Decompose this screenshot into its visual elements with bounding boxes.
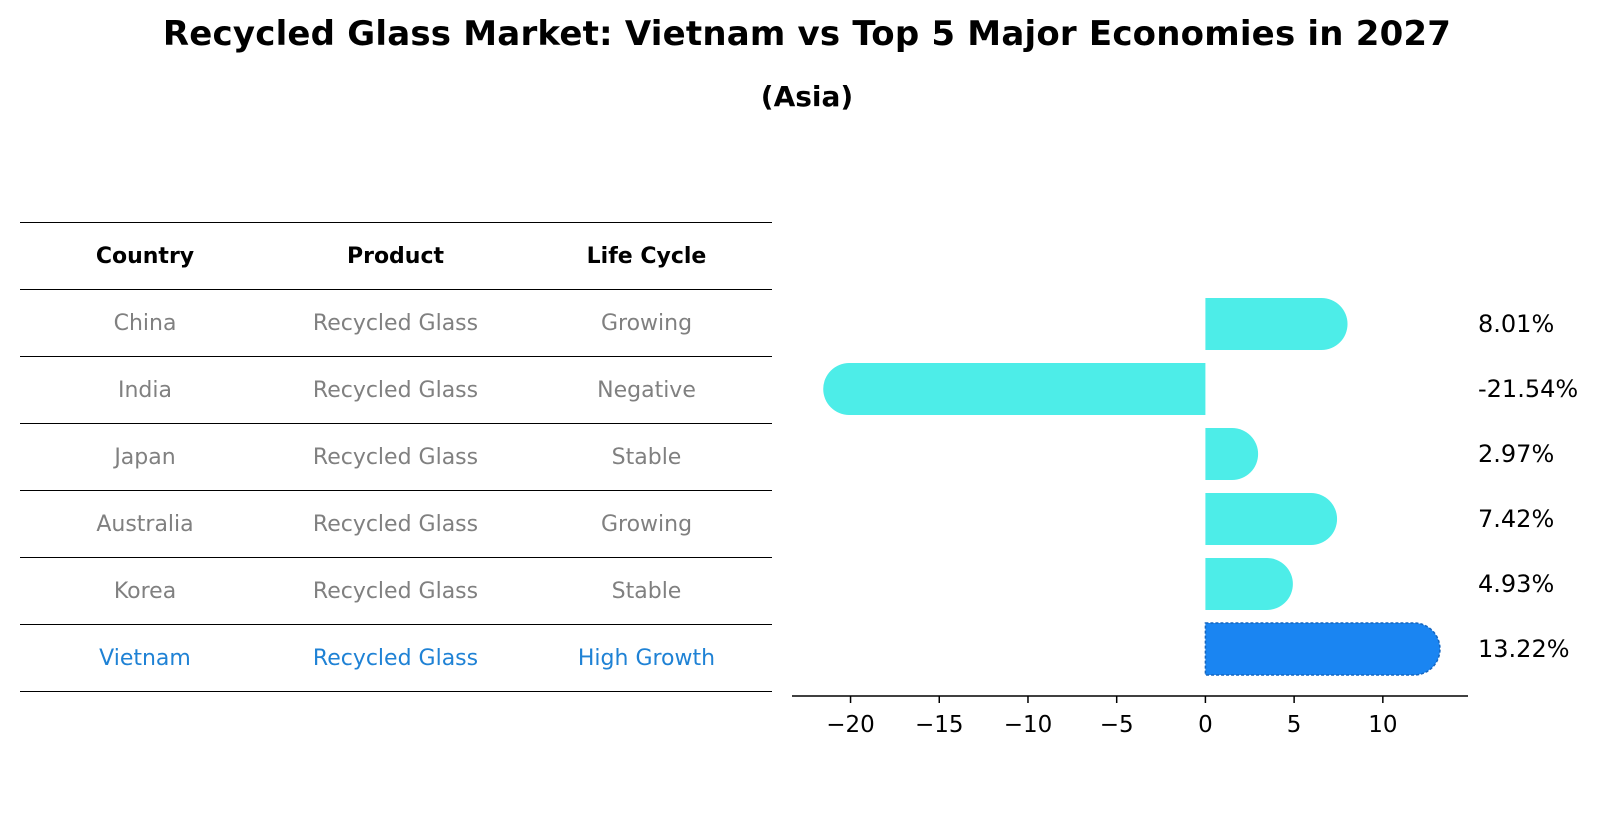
bar-china — [1205, 298, 1348, 350]
x-tick-label: 0 — [1198, 712, 1213, 738]
value-label-japan: 2.97% — [1478, 440, 1554, 468]
cell-product: Recycled Glass — [270, 490, 521, 558]
cell-country: India — [20, 356, 270, 424]
header-country: Country — [20, 222, 270, 290]
cell-country: Australia — [20, 490, 270, 558]
bar-japan — [1205, 428, 1259, 480]
cell-life-cycle: Growing — [521, 289, 772, 357]
cell-product: Recycled Glass — [270, 557, 521, 625]
value-label-korea: 4.93% — [1478, 570, 1554, 598]
value-label-india: -21.54% — [1478, 375, 1578, 403]
market-table: Country Product Life Cycle China Recycle… — [20, 222, 772, 692]
x-tick-label: 5 — [1287, 712, 1302, 738]
value-label-australia: 7.42% — [1478, 505, 1554, 533]
cell-product: Recycled Glass — [270, 289, 521, 357]
cell-life-cycle: Stable — [521, 423, 772, 491]
header-life-cycle: Life Cycle — [521, 222, 772, 290]
cell-life-cycle: Negative — [521, 356, 772, 424]
table-row: China Recycled Glass Growing — [20, 289, 772, 357]
cell-country: Korea — [20, 557, 270, 625]
bar-australia — [1205, 493, 1338, 545]
value-label-china: 8.01% — [1478, 310, 1554, 338]
bar-india — [823, 363, 1206, 415]
header-product: Product — [270, 222, 521, 290]
table-row: Australia Recycled Glass Growing — [20, 490, 772, 558]
table-row-highlight: Vietnam Recycled Glass High Growth — [20, 624, 772, 692]
x-tick-label: 10 — [1368, 712, 1397, 738]
chart-title: Recycled Glass Market: Vietnam vs Top 5 … — [162, 14, 1452, 54]
value-label-vietnam: 13.22% — [1478, 635, 1570, 663]
cell-country: Vietnam — [20, 624, 270, 692]
table-row: India Recycled Glass Negative — [20, 356, 772, 424]
x-tick-label: −5 — [1100, 712, 1134, 738]
cell-product: Recycled Glass — [270, 423, 521, 491]
cell-country: China — [20, 289, 270, 357]
cell-life-cycle: Stable — [521, 557, 772, 625]
cell-life-cycle: High Growth — [521, 624, 772, 692]
x-tick-label: −10 — [1004, 712, 1053, 738]
chart-subtitle: (Asia) — [760, 80, 854, 113]
bar-korea — [1205, 558, 1293, 610]
x-tick-label: −15 — [915, 712, 964, 738]
table-row: Korea Recycled Glass Stable — [20, 557, 772, 625]
table-row: Japan Recycled Glass Stable — [20, 423, 772, 491]
cell-product: Recycled Glass — [270, 624, 521, 692]
bar-vietnam — [1204, 622, 1441, 676]
cell-life-cycle: Growing — [521, 490, 772, 558]
table-header-row: Country Product Life Cycle — [20, 222, 772, 290]
cell-product: Recycled Glass — [270, 356, 521, 424]
cell-country: Japan — [20, 423, 270, 491]
x-tick-label: −20 — [826, 712, 875, 738]
